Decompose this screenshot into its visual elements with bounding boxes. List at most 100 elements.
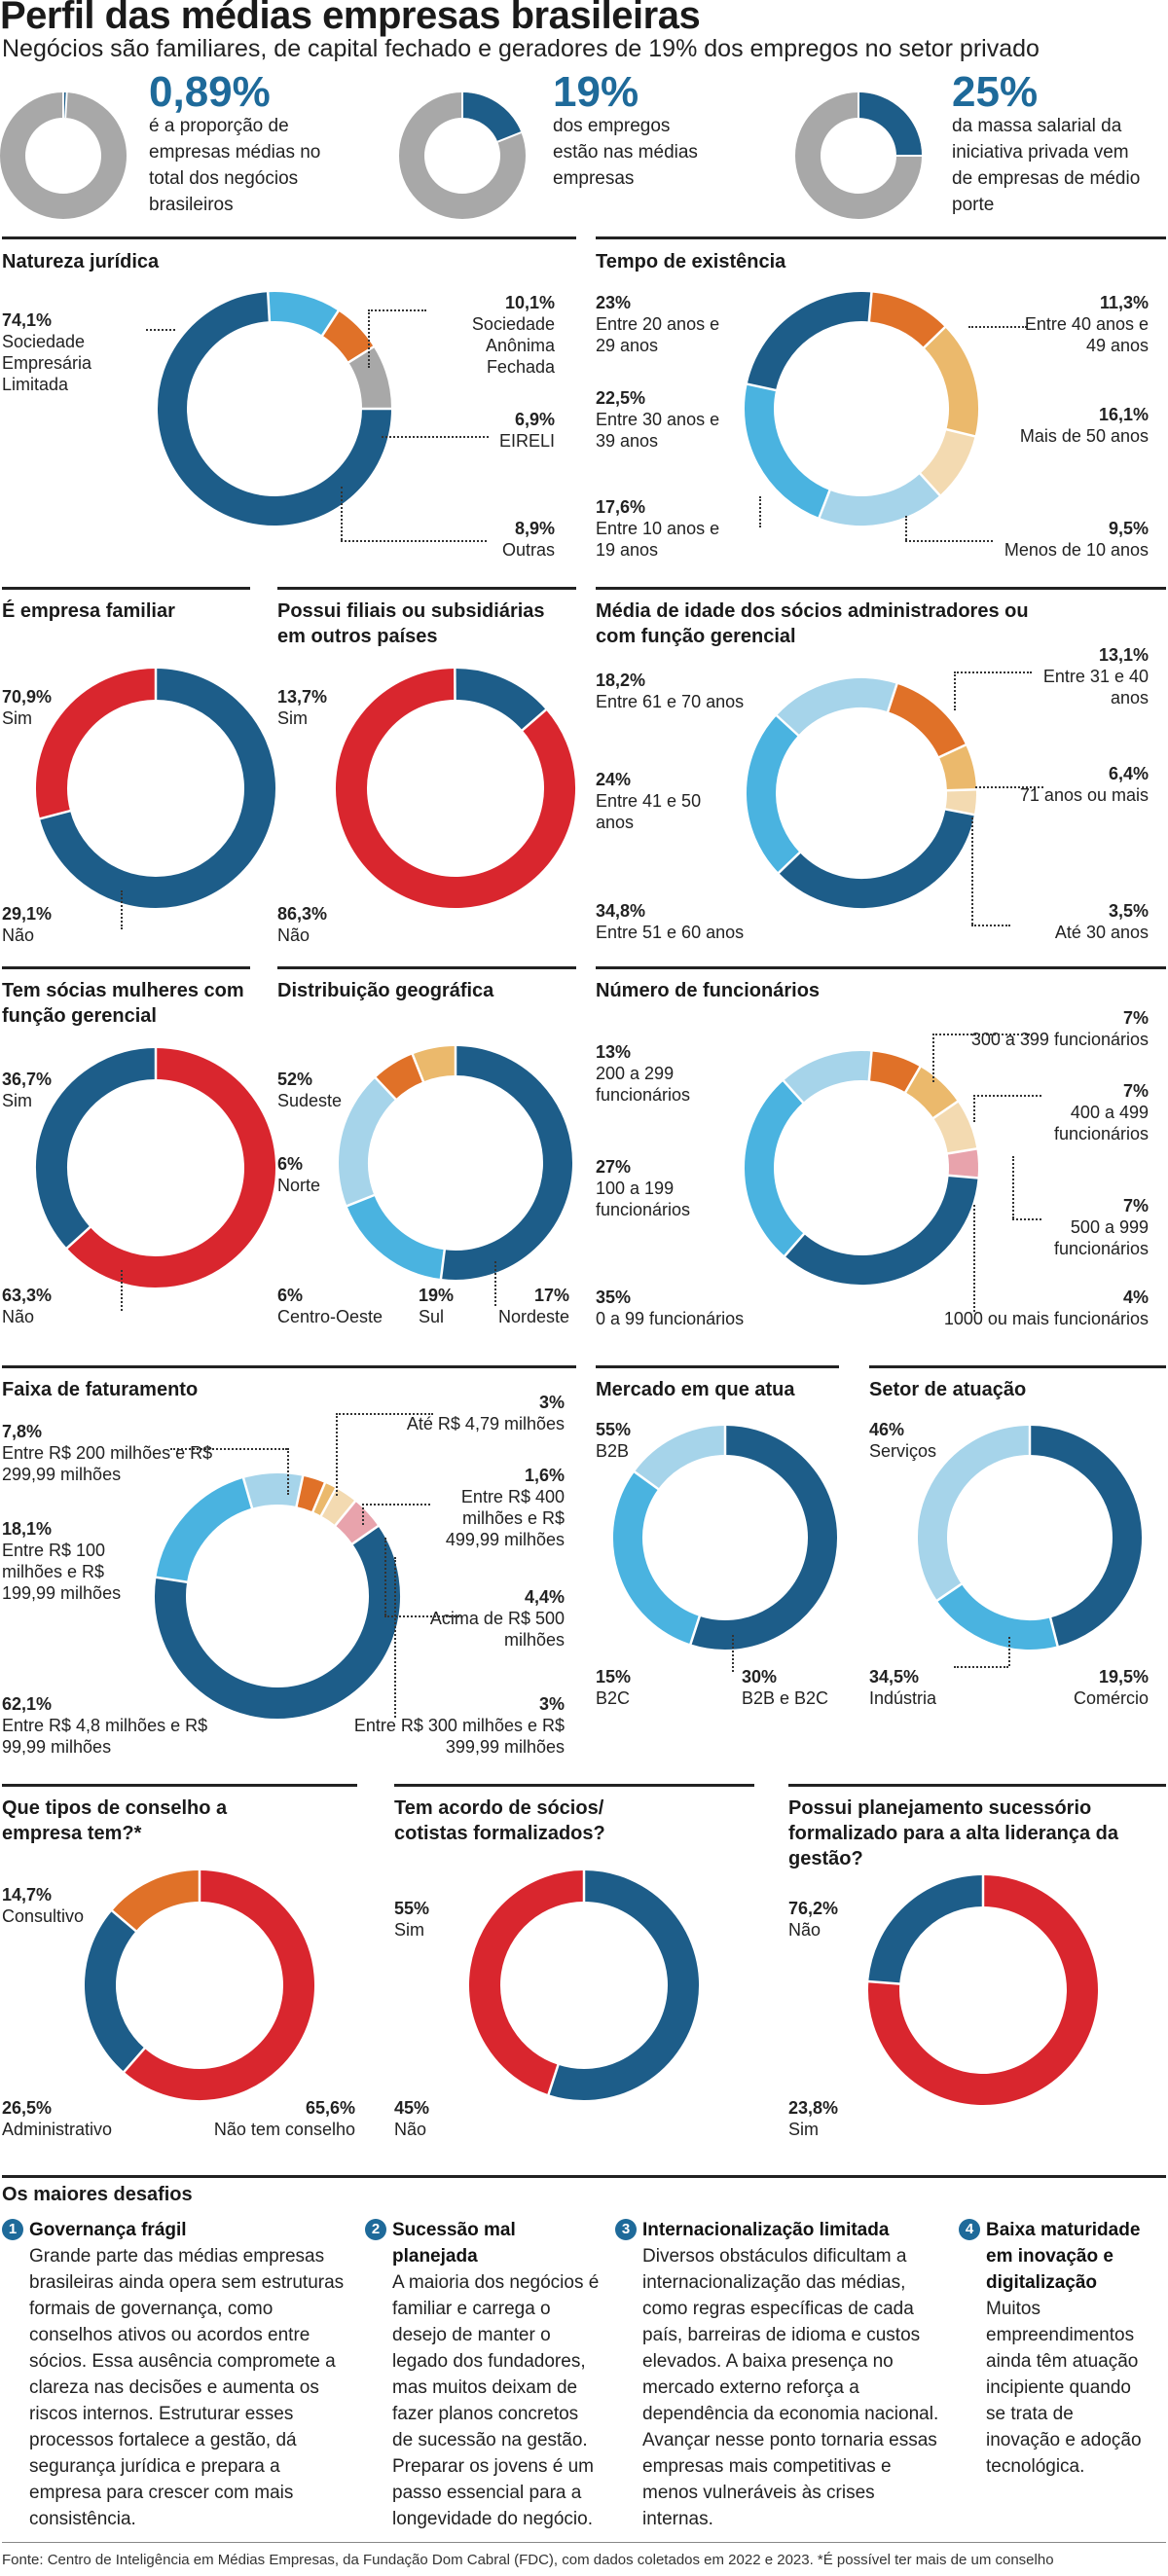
- label-nao-tem: 65,6% Não tem conselho: [195, 2097, 355, 2140]
- text-consultivo: Consultivo: [2, 1906, 85, 1926]
- text-20-29: Entre 20 anos e 29 anos: [596, 314, 720, 355]
- segment-separator: [122, 2047, 147, 2074]
- text-acordo-sim: Sim: [394, 1920, 424, 1940]
- label-mulheres-nao: 63,3% Não: [2, 1285, 52, 1327]
- rule: [2, 587, 250, 590]
- segment-separator: [945, 788, 977, 792]
- text-nordeste: Nordeste: [497, 1307, 569, 1326]
- value-administrativo: 26,5%: [2, 2098, 53, 2118]
- donut-segment-2: [36, 1048, 157, 1249]
- text-centro-oeste: Centro-Oeste: [277, 1307, 383, 1326]
- label-outras: 8,9% Outras: [438, 518, 555, 561]
- label-b2b: 55% B2B: [596, 1419, 631, 1462]
- value-acordo-sim: 55%: [394, 1899, 430, 1918]
- footnote: Fonte: Centro de Inteligência em Médias …: [2, 2552, 1054, 2568]
- donut-segment-2: [613, 1471, 701, 1645]
- value-sul: 19%: [419, 1286, 455, 1305]
- segment-separator: [320, 308, 341, 338]
- label-ate-30: 3,5% Até 30 anos: [993, 900, 1149, 943]
- label-100-199m: 18,1% Entre R$ 100 milhões e R$ 199,99 mi…: [2, 1518, 138, 1604]
- label-51-60: 34,8% Entre 51 e 60 anos: [596, 900, 790, 943]
- segment-separator: [946, 1147, 978, 1155]
- value-200-299: 13%: [596, 1042, 632, 1062]
- leader-line: [394, 1557, 396, 1718]
- donut-segment-highlight: [461, 92, 522, 143]
- label-eireli: 6,9% EIRELI: [438, 409, 555, 452]
- label-31-40: 13,1% Entre 31 e 40 anos: [1022, 644, 1149, 708]
- text-b2b: B2B: [596, 1441, 630, 1461]
- leader-line: [336, 1413, 433, 1415]
- value-mulheres-nao: 63,3%: [2, 1286, 53, 1305]
- donut-segment-rest: [0, 92, 127, 219]
- donut-segment-2: [469, 1870, 585, 2095]
- panel-title-funcionarios: Número de funcionários: [596, 980, 821, 1001]
- label-sa-fechada: 10,1% Sociedade Anônima Fechada: [419, 292, 555, 378]
- challenge-2: 2 Sucessão mal planejada A maioria dos ne…: [365, 2217, 603, 2532]
- segment-separator: [867, 1050, 873, 1082]
- segment-separator: [496, 131, 522, 143]
- label-300-399m: 3% Entre R$ 300 milhões e R$ 399,99 milhõ…: [331, 1693, 565, 1758]
- label-filiais-sim: 13,7% Sim: [277, 686, 327, 729]
- donut-segment-highlight: [858, 92, 922, 157]
- text-mais-50: Mais de 50 anos: [1019, 426, 1149, 446]
- segment-separator: [945, 427, 976, 438]
- leader-line: [170, 1448, 287, 1450]
- text-ate-30: Até 30 anos: [1054, 923, 1149, 942]
- text-familiar-nao: Não: [2, 925, 35, 945]
- leader-line: [905, 540, 993, 542]
- segment-separator: [782, 1078, 805, 1105]
- segment-separator: [241, 1476, 254, 1509]
- number-badge: 2: [365, 2219, 386, 2240]
- panel-title-familiar: É empresa familiar: [2, 600, 175, 622]
- text-sul: Sul: [419, 1307, 445, 1326]
- text-51-60: Entre 51 e 60 anos: [596, 923, 745, 942]
- donut-segment-2: [868, 1875, 984, 1985]
- challenge-text: Grande parte das médias empresas brasile…: [29, 2246, 345, 2529]
- donut-conselho: [85, 1869, 314, 2100]
- donut-acordo: [469, 1869, 699, 2100]
- value-100-199: 27%: [596, 1157, 632, 1177]
- text-40-49: Entre 40 anos e 49 anos: [1024, 314, 1149, 355]
- leader-line: [1012, 1218, 1041, 1220]
- rule: [2, 966, 250, 969]
- value-limitada: 74,1%: [2, 310, 53, 330]
- leader-line: [905, 516, 907, 540]
- value-sudeste: 52%: [277, 1070, 313, 1089]
- highlight-value-3: 25%: [952, 68, 1039, 116]
- rule: [2, 2542, 1166, 2543]
- text-31-40: Entre 31 e 40 anos: [1042, 667, 1149, 707]
- segment-separator: [947, 1174, 979, 1179]
- value-familiar-nao: 29,1%: [2, 904, 53, 924]
- segment-separator: [775, 713, 800, 738]
- panel-title-idade: Média de idade dos sócios administradore…: [596, 600, 1029, 647]
- value-eireli: 6,9%: [514, 410, 555, 429]
- text-0-99: 0 a 99 funcionários: [596, 1309, 745, 1328]
- donut-mercado: [613, 1425, 837, 1650]
- segment-separator: [64, 92, 68, 119]
- value-b2b-b2c: 30%: [742, 1667, 778, 1687]
- text-sucessao-sim: Sim: [788, 2120, 819, 2139]
- donut-segment-1: [296, 1475, 325, 1512]
- donut-segment-2: [347, 1194, 446, 1280]
- segment-separator: [918, 472, 942, 497]
- donut-familiar: [36, 668, 275, 908]
- rule: [596, 1365, 839, 1368]
- challenge-title: Sucessão mal planejada: [392, 2220, 516, 2267]
- value-100-199m: 18,1%: [2, 1519, 53, 1539]
- segment-separator: [266, 291, 272, 323]
- value-sucessao-nao: 76,2%: [788, 1899, 839, 1918]
- leader-line: [954, 1666, 1008, 1668]
- label-industria: 34,5% Indústria: [869, 1666, 936, 1709]
- leader-line: [382, 436, 489, 438]
- challenge-text: Muitos empreendimentos ainda têm atuação…: [986, 2299, 1142, 2477]
- page-title: Perfil das médias empresas brasileiras: [0, 0, 701, 37]
- challenge-text: Diversos obstáculos dificultam a interna…: [642, 2246, 939, 2529]
- donut-segment-3: [339, 1077, 396, 1207]
- rule: [596, 966, 1166, 969]
- donut-segment-3: [920, 428, 975, 495]
- label-41-50: 24% Entre 41 e 50 anos: [596, 769, 703, 833]
- label-30-39: 22,5% Entre 30 anos e 39 anos: [596, 387, 742, 452]
- segment-separator: [937, 743, 967, 759]
- text-41-50: Entre 41 e 50 anos: [596, 791, 702, 832]
- rule: [2, 2175, 1166, 2178]
